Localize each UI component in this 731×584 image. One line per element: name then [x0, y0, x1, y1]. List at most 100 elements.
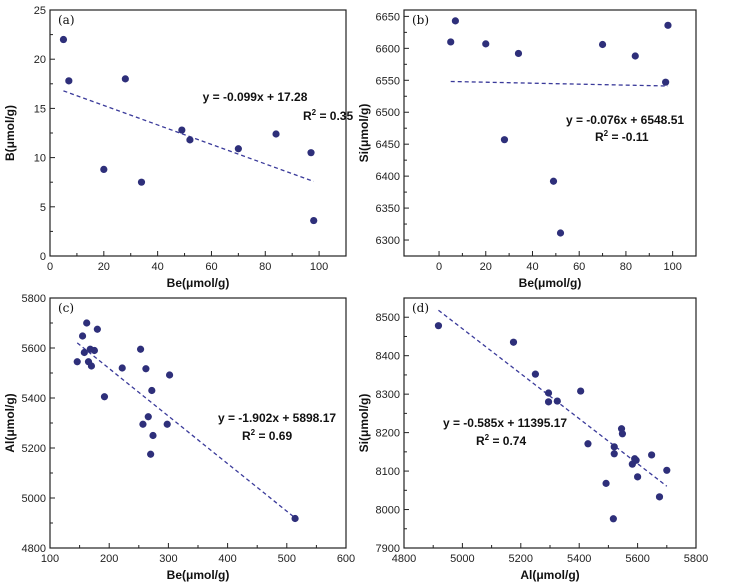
data-point	[147, 450, 155, 458]
y-tick-label: 5000	[22, 493, 46, 505]
y-tick-label: 5	[40, 202, 46, 214]
data-point	[556, 229, 565, 237]
data-point	[664, 21, 672, 29]
data-point	[584, 440, 592, 448]
data-point	[272, 130, 280, 138]
data-point	[83, 319, 91, 327]
data-point	[186, 136, 194, 144]
r-squared-value: = 0.69	[255, 429, 292, 443]
regression-equation: y = -0.076x + 6548.51	[566, 113, 684, 127]
y-tick-label: 20	[34, 54, 46, 66]
plot-frame	[49, 9, 347, 257]
data-point	[144, 413, 152, 421]
x-tick-label: 4800	[392, 553, 416, 565]
data-point	[163, 420, 171, 428]
r-squared-superscript: 2	[251, 428, 256, 437]
data-point	[90, 346, 98, 355]
panel-c: 100 200 300 400 500 600 4800 5000 5200 5400 5600 58…	[3, 293, 355, 582]
panel-a: 0 20 40 60 80 100 0 5 10 15 20 25 Be(μmol/g) B(μmol/g…	[3, 5, 353, 290]
y-axis-label: Si(μmol/g)	[357, 104, 371, 163]
r-squared-superscript: 2	[485, 433, 490, 442]
x-tick-label: 200	[100, 553, 118, 565]
x-tick-label: 5600	[625, 553, 649, 565]
y-tick-label: 8000	[376, 505, 400, 517]
y-tick-label: 0	[40, 251, 46, 263]
y-tick-label: 6350	[376, 203, 400, 215]
data-point	[139, 420, 147, 428]
r-squared-superscript: 2	[604, 129, 609, 138]
data-point	[142, 365, 150, 373]
x-axis-label: Be(μmol/g)	[167, 276, 230, 290]
data-point	[136, 345, 145, 353]
y-tick-label: 6650	[376, 11, 400, 23]
data-point	[80, 348, 88, 357]
data-point	[149, 431, 157, 440]
data-point	[544, 389, 553, 397]
y-axis-label: Si(μmol/g)	[357, 394, 371, 453]
y-tick-label: 6400	[376, 171, 400, 183]
r-squared: R2 = 0.69	[242, 428, 292, 443]
y-tick-label: 6300	[376, 235, 400, 247]
x-axis-label: Be(μmol/g)	[519, 276, 582, 290]
x-axis-label: Be(μmol/g)	[167, 568, 230, 582]
r-squared: R2 = 0.35	[303, 108, 353, 123]
y-tick-label: 6500	[376, 107, 400, 119]
data-point	[610, 450, 618, 458]
x-tick-label: 60	[573, 261, 585, 273]
x-axis-label: Al(μmol/g)	[520, 568, 579, 582]
fit-line	[76, 342, 296, 519]
y-tick-label: 8500	[376, 312, 400, 324]
data-point	[73, 358, 81, 366]
data-point	[602, 479, 610, 487]
regression-equation: y = -0.585x + 11395.17	[443, 416, 567, 430]
panel-label: (b)	[412, 13, 429, 27]
x-tick-label: 0	[436, 261, 442, 273]
y-tick-label: 8100	[376, 466, 400, 478]
data-point	[87, 362, 96, 370]
r-squared-prefix: R	[595, 130, 604, 144]
data-point	[307, 149, 315, 157]
r-squared-prefix: R	[476, 434, 485, 448]
data-point	[310, 216, 318, 225]
y-tick-label: 8400	[376, 351, 400, 363]
x-tick-label: 40	[526, 261, 538, 273]
data-point	[100, 165, 108, 174]
r-squared-value: = 0.35	[316, 109, 353, 123]
fit-line	[450, 80, 668, 87]
data-point	[59, 35, 68, 44]
y-tick-label: 5200	[22, 443, 46, 455]
y-tick-label: 8200	[376, 428, 400, 440]
r-squared-value: = 0.74	[489, 434, 526, 448]
data-point	[178, 126, 186, 134]
data-point	[648, 451, 656, 459]
fit-line	[63, 90, 314, 183]
data-point	[137, 178, 146, 186]
x-tick-label: 5000	[450, 553, 474, 565]
data-point	[100, 393, 109, 401]
panel-label: (a)	[58, 13, 75, 27]
panel-d: 4800 5000 5200 5400 5600 5800 7900 8000 8100 8200…	[357, 297, 708, 582]
data-point	[610, 443, 618, 451]
r-squared-prefix: R	[242, 429, 251, 443]
data-point	[632, 456, 640, 464]
x-tick-label: 5400	[567, 553, 591, 565]
regression-equation: y = -0.099x + 17.28	[203, 90, 308, 104]
data-point	[577, 387, 585, 395]
r-squared: R2 = 0.74	[476, 433, 526, 448]
panel-label: (c)	[58, 301, 74, 315]
data-point	[451, 17, 459, 25]
x-tick-label: 300	[159, 553, 177, 565]
y-axis-label: B(μmol/g)	[3, 105, 17, 161]
data-point	[514, 49, 523, 58]
data-point	[93, 325, 101, 333]
data-point	[291, 514, 299, 523]
y-tick-label: 10	[34, 153, 46, 165]
fit-line	[438, 309, 668, 487]
data-point	[118, 364, 126, 372]
y-tick-label: 15	[34, 103, 46, 115]
x-tick-label: 0	[47, 261, 53, 273]
r-squared: R2 = -0.11	[595, 129, 649, 144]
data-point	[663, 466, 671, 474]
x-tick-label: 100	[663, 261, 681, 273]
